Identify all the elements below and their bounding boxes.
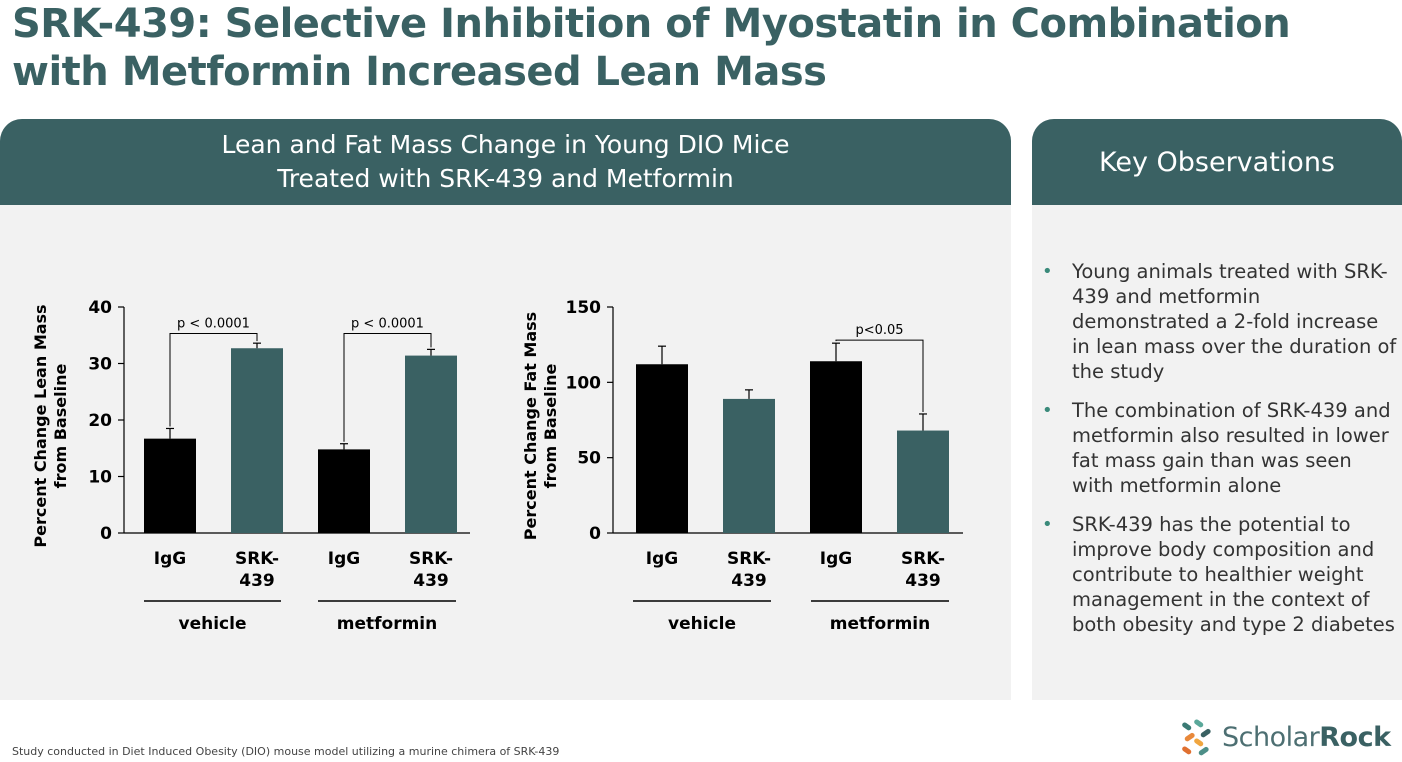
y-tick-label: 20 (88, 411, 112, 431)
y-axis-label: Percent Change Fat Mass (521, 312, 540, 540)
bar (897, 430, 949, 533)
significance-label: p < 0.0001 (351, 316, 424, 331)
y-tick-label: 150 (566, 298, 602, 318)
category-label: IgG (154, 549, 186, 569)
category-label: SRK-439 (235, 549, 279, 591)
y-tick-label: 100 (566, 373, 602, 393)
y-tick-label: 0 (589, 524, 601, 544)
category-label: IgG (820, 549, 852, 569)
group-label: metformin (337, 614, 437, 634)
slide-title: SRK-439: Selective Inhibition of Myostat… (12, 0, 1392, 96)
y-tick-label: 40 (88, 298, 112, 318)
logo-mark-icon (1182, 719, 1211, 756)
group-label: vehicle (668, 614, 736, 634)
bullet-icon: • (1042, 400, 1053, 421)
group-label: metformin (830, 614, 930, 634)
y-axis-label: from Baseline (541, 364, 560, 489)
observation-text: Young animals treated with SRK-439 and m… (1072, 260, 1397, 383)
category-label: SRK-439 (727, 549, 771, 591)
slide-title-line2: with Metformin Increased Lean Mass (12, 49, 827, 95)
observation-item: • SRK-439 has the potential to improve bo… (1042, 512, 1397, 637)
bullet-icon: • (1042, 514, 1053, 535)
logo-text-part1: Scholar (1222, 722, 1320, 753)
category-label: IgG (646, 549, 678, 569)
category-label: SRK-439 (901, 549, 945, 591)
significance-bracket (835, 339, 924, 412)
y-tick-label: 50 (577, 449, 601, 469)
category-label: IgG (328, 549, 360, 569)
footnote: Study conducted in Diet Induced Obesity … (12, 745, 560, 758)
significance-bracket (343, 332, 432, 442)
y-axis-label: Percent Change Lean Mass (31, 304, 50, 547)
bar (231, 348, 283, 533)
significance-label: p<0.05 (855, 323, 903, 338)
chart-panel-header-line2: Treated with SRK-439 and Metformin (277, 164, 734, 193)
bar (144, 438, 196, 533)
logo-text: ScholarRock (1222, 722, 1391, 753)
bar (318, 449, 370, 533)
bar (405, 355, 457, 533)
bar (810, 361, 862, 533)
bar (636, 364, 688, 533)
observation-item: • The combination of SRK-439 and metformi… (1042, 398, 1397, 498)
slide-title-line1: SRK-439: Selective Inhibition of Myostat… (12, 1, 1291, 47)
observations-panel: Key Observations • Young animals treated … (1032, 119, 1402, 700)
observation-item: • Young animals treated with SRK-439 and … (1042, 259, 1397, 384)
observations-header: Key Observations (1032, 119, 1402, 205)
chart-panel-header-line1: Lean and Fat Mass Change in Young DIO Mi… (221, 130, 790, 159)
y-tick-label: 0 (100, 524, 112, 544)
observation-text: SRK-439 has the potential to improve bod… (1072, 513, 1395, 636)
logo-text-part2: Rock (1319, 722, 1391, 753)
significance-bracket (169, 332, 258, 427)
group-label: vehicle (179, 614, 247, 634)
chart-panel-header: Lean and Fat Mass Change in Young DIO Mi… (0, 119, 1011, 205)
category-label: SRK-439 (409, 549, 453, 591)
significance-label: p < 0.0001 (177, 316, 250, 331)
observations-list: • Young animals treated with SRK-439 and … (1042, 259, 1397, 651)
scholar-rock-logo: ScholarRock (1180, 718, 1391, 760)
observation-text: The combination of SRK-439 and metformin… (1072, 399, 1391, 497)
bullet-icon: • (1042, 261, 1053, 282)
y-tick-label: 10 (88, 468, 112, 488)
y-tick-label: 30 (88, 355, 112, 375)
y-axis-label: from Baseline (51, 364, 70, 489)
bar (723, 398, 775, 533)
